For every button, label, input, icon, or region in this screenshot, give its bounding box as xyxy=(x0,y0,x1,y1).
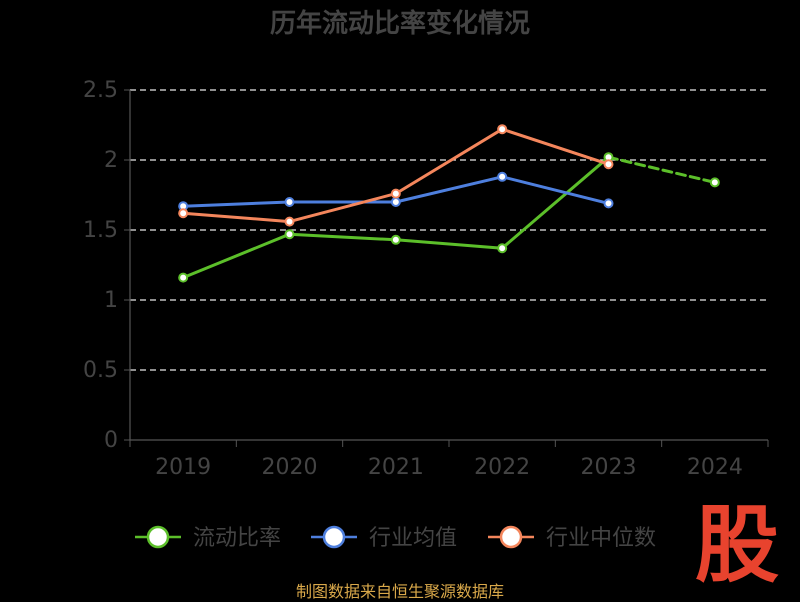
data-point xyxy=(603,159,614,170)
series-line-segment xyxy=(394,127,504,196)
series-line-segment xyxy=(288,232,398,242)
x-tick-label: 2024 xyxy=(687,455,743,480)
legend-label: 流动比率 xyxy=(193,526,281,551)
y-tick-label: 0 xyxy=(104,428,118,453)
legend-label: 行业均值 xyxy=(369,526,457,551)
data-point xyxy=(178,272,189,283)
source-note: 制图数据来自恒生聚源数据库 xyxy=(295,582,504,601)
series-1 xyxy=(178,171,614,212)
axes: 0 0.5 1 1.5 2 2.5 2019 2020 2021 2022 2023 2024 xyxy=(83,78,769,480)
legend-item: 行业均值 xyxy=(311,525,457,551)
grid xyxy=(130,89,768,371)
watermark-logo: 股 xyxy=(694,496,779,594)
data-point xyxy=(178,208,189,219)
series-line-segment xyxy=(607,155,717,184)
series-line-segment xyxy=(394,238,504,250)
chart-title: 历年流动比率变化情况 xyxy=(270,8,530,39)
y-tick-label: 2.5 xyxy=(83,78,118,103)
data-point xyxy=(709,177,720,188)
legend-label: 行业中位数 xyxy=(546,526,656,551)
x-tick-label: 2023 xyxy=(581,455,637,480)
data-point xyxy=(390,197,401,207)
y-tick-label: 2 xyxy=(104,148,118,173)
series xyxy=(178,124,720,283)
x-tick-label: 2019 xyxy=(155,455,211,480)
series-line-segment xyxy=(500,155,610,250)
series-line-segment xyxy=(288,192,398,224)
x-tick-label: 2020 xyxy=(262,455,318,480)
y-tick-label: 1.5 xyxy=(83,218,118,243)
series-line-segment xyxy=(394,175,504,204)
series-line-segment xyxy=(500,175,610,205)
data-point xyxy=(390,234,401,245)
data-point xyxy=(284,216,295,227)
series-line-segment xyxy=(181,211,291,224)
data-point xyxy=(284,197,295,207)
y-tick-label: 1 xyxy=(104,288,118,313)
legend-marker xyxy=(146,525,170,549)
series-2 xyxy=(178,124,614,227)
x-tick-label: 2022 xyxy=(474,455,530,480)
data-point xyxy=(497,243,508,254)
legend-item: 行业中位数 xyxy=(488,525,656,551)
legend-marker xyxy=(322,525,346,549)
data-point xyxy=(497,171,508,182)
data-point xyxy=(497,124,508,135)
series-line-segment xyxy=(500,127,610,166)
series-line-segment xyxy=(181,232,291,280)
y-tick-label: 0.5 xyxy=(83,358,118,383)
legend-item: 流动比率 xyxy=(135,525,281,551)
series-line-segment xyxy=(181,200,291,208)
data-point xyxy=(284,229,295,240)
x-tick-label: 2021 xyxy=(368,455,424,480)
data-point xyxy=(603,198,614,209)
legend: 流动比率 行业均值 行业中位数 xyxy=(135,525,656,551)
series-0 xyxy=(178,152,720,283)
legend-marker xyxy=(499,525,523,549)
data-point xyxy=(390,188,401,199)
